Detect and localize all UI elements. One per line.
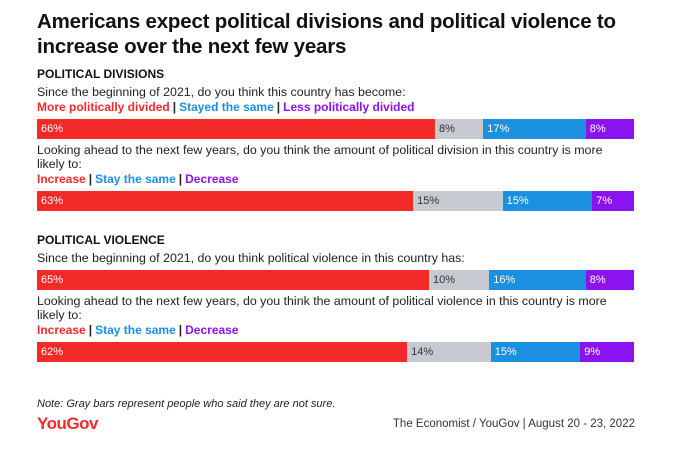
legend-separator: | (178, 172, 183, 186)
question: Looking ahead to the next few years, do … (37, 143, 603, 171)
bar-segment: 15% (502, 191, 593, 211)
value-label: 17% (487, 123, 510, 135)
bar: 66% 8% 17% 8% (37, 119, 634, 139)
bar-segment: 16% (489, 270, 586, 290)
value-label: 8% (439, 123, 455, 135)
chart-title: Americans expect political divisions and… (37, 10, 616, 58)
legend-separator: | (172, 100, 177, 114)
logo: YouGov (37, 414, 98, 433)
question: Looking ahead to the next few years, do … (37, 294, 607, 322)
legend-item: Stayed the same (179, 100, 274, 114)
value-label: 14% (411, 346, 434, 358)
legend: More politically divided | Stayed the same… (37, 100, 634, 114)
value-label: 10% (432, 274, 455, 286)
value-label: 62% (41, 346, 64, 358)
source: The Economist / YouGov | August 20 - 23,… (392, 418, 635, 430)
legend: Increase | Stay the same | Decrease (37, 172, 634, 186)
value-label: 8% (589, 274, 606, 286)
value-label: 15% (506, 195, 529, 207)
legend-item: Stay the same (95, 323, 176, 337)
note: Note: Gray bars represent people who sai… (37, 398, 336, 410)
value-label: 15% (417, 195, 440, 207)
bar-segment: 15% (490, 342, 581, 362)
bar: 62% 14% 15% 9% (37, 342, 634, 362)
chart: Americans expect political divisions and… (37, 9, 634, 366)
value-label: 66% (41, 123, 64, 135)
value-label: 15% (494, 346, 517, 358)
legend-separator: | (88, 172, 93, 186)
bar-segment: 8% (435, 119, 484, 139)
legend-item: Increase (37, 172, 86, 186)
legend-item: Increase (37, 323, 86, 337)
section-heading: POLITICAL VIOLENCE (37, 233, 165, 247)
bar-segment: 8% (585, 119, 634, 139)
bar-segment: 8% (585, 270, 634, 290)
value-label: 7% (596, 195, 613, 207)
value-label: 16% (493, 274, 516, 286)
bar-segment: 66% (37, 119, 435, 139)
section-heading: POLITICAL DIVISIONS (37, 67, 165, 81)
bar: 65% 10% 16% 8% (37, 270, 634, 290)
bar-segment: 9% (580, 342, 634, 362)
bar-segment: 62% (37, 342, 408, 362)
legend-item: Decrease (185, 323, 239, 337)
legend: Increase | Stay the same | Decrease (37, 323, 634, 337)
legend-item: Stay the same (95, 172, 176, 186)
legend-separator: | (88, 323, 93, 337)
bar-segment: 10% (428, 270, 490, 290)
bar-segment: 14% (407, 342, 491, 362)
bar: 63% 15% 15% 7% (37, 191, 634, 211)
legend-item: More politically divided (37, 100, 170, 114)
legend-item: Less politically divided (283, 100, 415, 114)
legend-separator: | (276, 100, 281, 114)
question: Since the beginning of 2021, do you thin… (37, 85, 406, 99)
bar-segment: 65% (37, 270, 429, 290)
bar-segment: 17% (483, 119, 586, 139)
value-label: 63% (41, 195, 64, 207)
bar-segment: 15% (413, 191, 503, 211)
question: Since the beginning of 2021, do you thin… (37, 251, 465, 265)
bar-segment: 7% (592, 191, 634, 211)
legend-separator: | (178, 323, 183, 337)
value-label: 65% (41, 274, 64, 286)
legend-item: Decrease (185, 172, 239, 186)
value-label: 8% (589, 123, 606, 135)
bar-segment: 63% (37, 191, 414, 211)
value-label: 9% (584, 346, 601, 358)
